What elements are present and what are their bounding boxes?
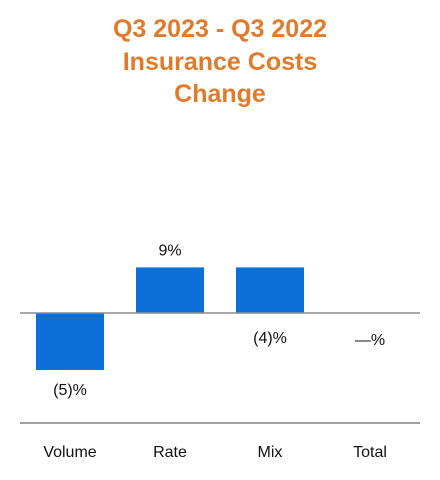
chart-title-line-1: Q3 2023 - Q3 2022: [112, 15, 328, 43]
bar-mix: [236, 267, 304, 313]
bar-volume: [36, 313, 104, 370]
data-label-rate: 9%: [158, 242, 181, 259]
data-label-total: —%: [355, 332, 385, 349]
x-tick-label-volume: Volume: [43, 444, 96, 461]
data-label-mix: (4)%: [253, 330, 287, 347]
chart-title-line-3: Change: [174, 80, 266, 108]
x-tick-label-rate: Rate: [153, 444, 187, 461]
chart-title-line-2: Insurance Costs: [122, 48, 318, 76]
x-tick-label-mix: Mix: [258, 444, 283, 461]
x-tick-label-total: Total: [353, 444, 387, 461]
bar-rate: [136, 267, 204, 313]
data-label-volume: (5)%: [53, 382, 87, 399]
